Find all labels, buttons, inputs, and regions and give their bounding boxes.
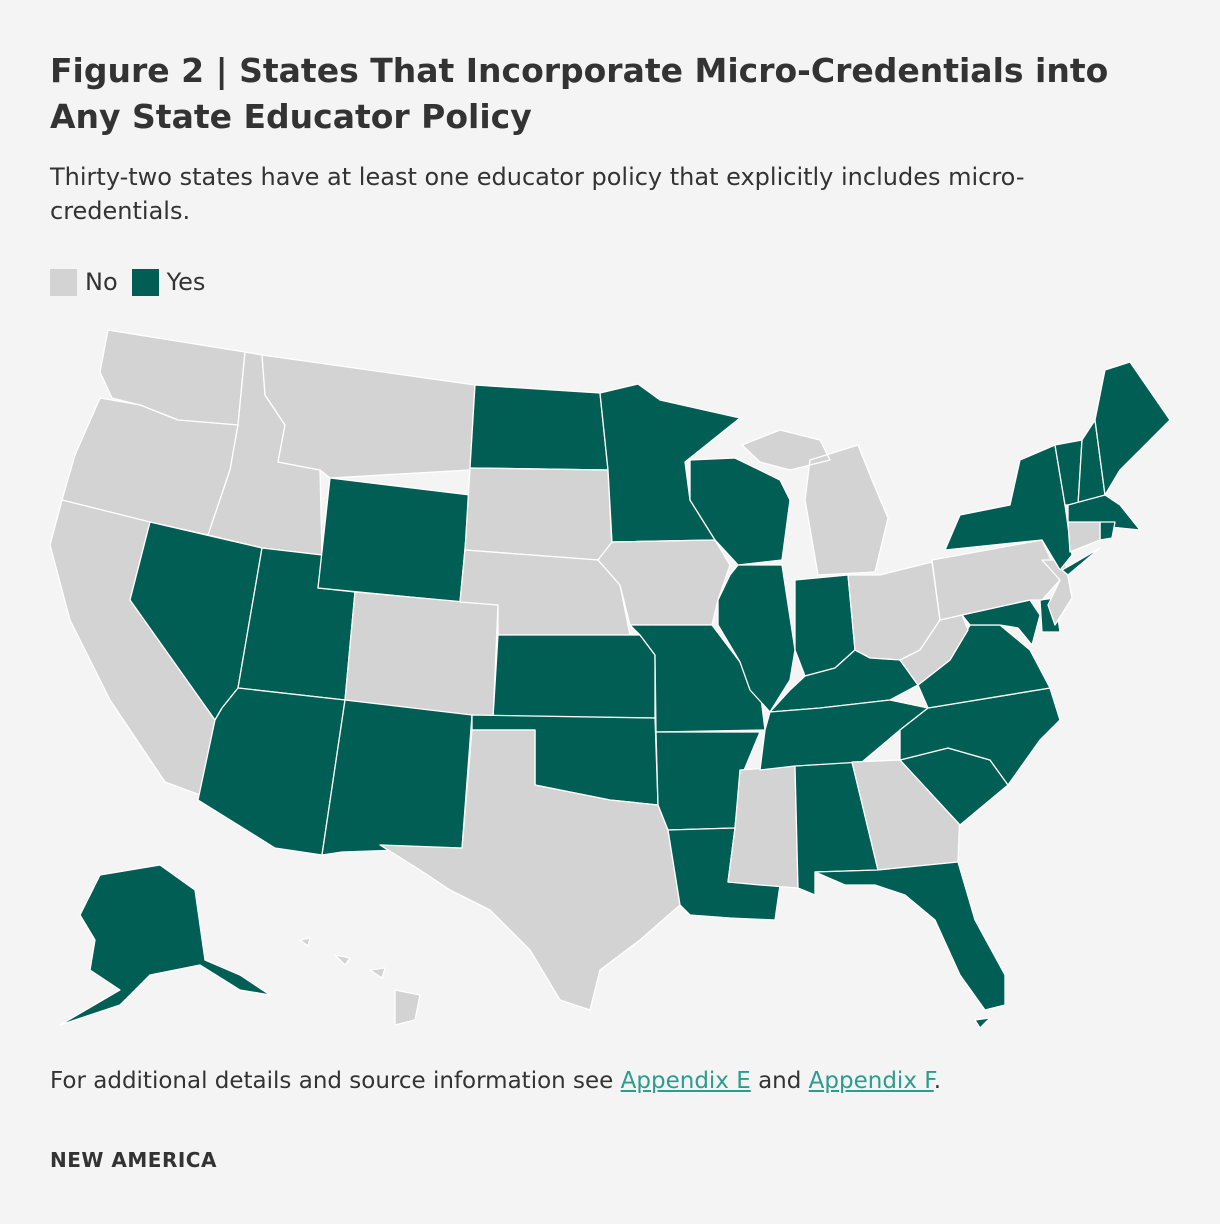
state-WY[interactable] [317, 477, 471, 603]
state-HI[interactable] [299, 937, 421, 1026]
state-CT[interactable] [1067, 521, 1101, 553]
us-states-map [49, 329, 1171, 1029]
state-IL[interactable] [717, 564, 796, 713]
state-ME[interactable] [1094, 361, 1171, 496]
legend-label-no: No [85, 268, 118, 296]
footnote: For additional details and source inform… [50, 1068, 941, 1094]
legend-swatch-no [50, 268, 77, 296]
state-AZ[interactable] [197, 687, 346, 856]
state-WV[interactable] [899, 614, 969, 686]
appendix-f-link[interactable]: Appendix F [808, 1068, 934, 1094]
state-NM[interactable] [321, 699, 473, 856]
appendix-e-link[interactable]: Appendix E [620, 1068, 751, 1094]
legend-item-yes: Yes [131, 268, 206, 296]
state-WI[interactable] [689, 457, 791, 566]
map-legend: No Yes [50, 268, 219, 296]
footnote-suffix: . [933, 1068, 942, 1094]
figure-subtitle: Thirty-two states have at least one educ… [50, 163, 1025, 225]
figure-title: Figure 2 | States That Incorporate Micro… [50, 51, 1109, 136]
legend-swatch-yes [131, 268, 159, 296]
state-SD[interactable] [464, 467, 613, 561]
legend-item-no: No [50, 268, 118, 296]
footnote-prefix: For additional details and source inform… [50, 1068, 621, 1094]
state-MT[interactable] [261, 354, 476, 479]
state-KS[interactable] [492, 634, 656, 719]
footnote-middle: and [750, 1068, 809, 1094]
state-MS[interactable] [727, 765, 799, 889]
brand-wordmark: NEW AMERICA [50, 1148, 217, 1172]
state-PA[interactable] [931, 539, 1061, 621]
state-AK[interactable] [59, 864, 271, 1026]
legend-label-yes: Yes [166, 268, 206, 296]
state-CO[interactable] [344, 591, 499, 721]
state-FL[interactable] [814, 861, 1006, 1029]
state-TX[interactable] [379, 729, 681, 1011]
state-ND[interactable] [469, 384, 609, 471]
state-RI[interactable] [1099, 521, 1116, 541]
state-MI[interactable] [741, 429, 889, 576]
state-MN[interactable] [599, 383, 741, 543]
